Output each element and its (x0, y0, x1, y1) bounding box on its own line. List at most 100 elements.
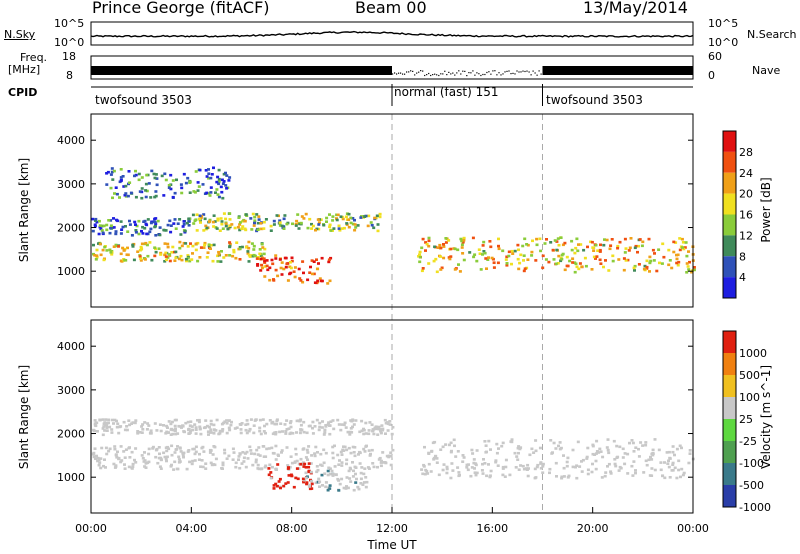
echo-cell (110, 418, 114, 422)
echo-cell (199, 216, 203, 220)
echo-cell (298, 431, 302, 435)
echo-cell (207, 425, 211, 429)
echo-cell (94, 217, 98, 221)
echo-cell (110, 170, 114, 174)
echo-cell (99, 466, 103, 470)
echo-cell (120, 459, 124, 462)
power-ylabel: Slant Range [km] (17, 158, 31, 262)
echo-cell (279, 486, 282, 490)
y-tick-label: 1000 (57, 265, 85, 278)
echo-cell (141, 225, 145, 229)
echo-cell (250, 242, 254, 245)
echo-cell (111, 196, 114, 200)
echo-cell (225, 431, 229, 435)
echo-cell (388, 423, 392, 426)
echo-cell (109, 186, 113, 190)
echo-cell (114, 232, 118, 236)
echo-cell (600, 476, 604, 479)
echo-cell (107, 449, 111, 453)
echo-cell (190, 258, 194, 261)
nave-dot (484, 73, 486, 76)
echo-cell (367, 432, 371, 436)
nave-dot (450, 73, 452, 75)
echo-cell (295, 459, 299, 463)
echo-cell (573, 270, 577, 274)
echo-cell (305, 482, 309, 486)
echo-cell (220, 422, 224, 426)
echo-cell (112, 245, 116, 248)
echo-cell (510, 262, 513, 266)
echo-cell (655, 269, 659, 273)
nave-dot (530, 74, 532, 76)
echo-cell (445, 465, 449, 469)
echo-cell (146, 422, 150, 425)
echo-cell (302, 430, 306, 434)
echo-cell (131, 462, 135, 466)
echo-cell (223, 448, 227, 452)
echo-cell (119, 176, 123, 179)
echo-cell (278, 221, 282, 224)
colorbar-swatch (723, 397, 736, 419)
echo-cell (170, 444, 174, 448)
echo-cell (191, 252, 194, 255)
echo-cell (622, 268, 626, 272)
echo-cell (573, 251, 577, 255)
echo-cell (329, 229, 333, 232)
echo-cell (274, 458, 278, 461)
echo-cell (386, 429, 390, 432)
echo-cell (221, 428, 225, 431)
echo-cell (301, 462, 304, 466)
echo-cell (262, 257, 266, 260)
echo-cell (95, 430, 99, 433)
echo-cell (330, 469, 334, 473)
echo-cell (134, 419, 138, 422)
echo-cell (331, 419, 335, 422)
echo-cell (690, 270, 694, 274)
echo-cell (566, 476, 570, 479)
echo-cell (651, 452, 655, 455)
echo-cell (319, 452, 323, 456)
echo-cell (220, 250, 223, 253)
echo-cell (151, 445, 155, 449)
echo-cell (153, 422, 157, 425)
echo-cell (462, 456, 466, 459)
echo-cell (101, 231, 105, 235)
echo-cell (342, 445, 345, 448)
echo-cell (563, 268, 567, 272)
echo-cell (331, 445, 335, 449)
echo-cell (632, 460, 636, 463)
echo-cell (242, 460, 246, 463)
echo-cell (225, 187, 229, 190)
echo-cell (594, 257, 597, 260)
echo-cell (296, 213, 300, 216)
echo-cell (619, 466, 623, 470)
nave-dot (478, 73, 480, 75)
echo-cell (231, 254, 235, 258)
echo-cell (252, 244, 256, 248)
echo-cell (114, 230, 118, 233)
nave-dot (464, 70, 466, 72)
echo-cell (339, 428, 343, 432)
echo-cell (194, 432, 198, 435)
echo-cell (315, 470, 319, 474)
echo-cell (138, 248, 142, 252)
echo-cell (661, 474, 665, 477)
echo-cell (263, 424, 266, 428)
echo-cell (285, 222, 289, 226)
echo-cell (256, 221, 260, 225)
echo-cell (203, 217, 207, 221)
echo-cell (284, 265, 288, 269)
echo-cell (472, 255, 476, 259)
echo-cell (169, 224, 173, 227)
echo-cell (208, 220, 211, 223)
echo-cell (339, 450, 343, 454)
echo-cell (317, 477, 321, 481)
echo-cell (263, 259, 267, 263)
echo-cell (288, 432, 292, 436)
echo-cell (313, 454, 317, 458)
echo-cell (140, 229, 143, 233)
echo-cell (165, 424, 169, 428)
echo-cell (282, 484, 286, 488)
echo-cell (93, 254, 97, 257)
echo-cell (95, 220, 99, 224)
